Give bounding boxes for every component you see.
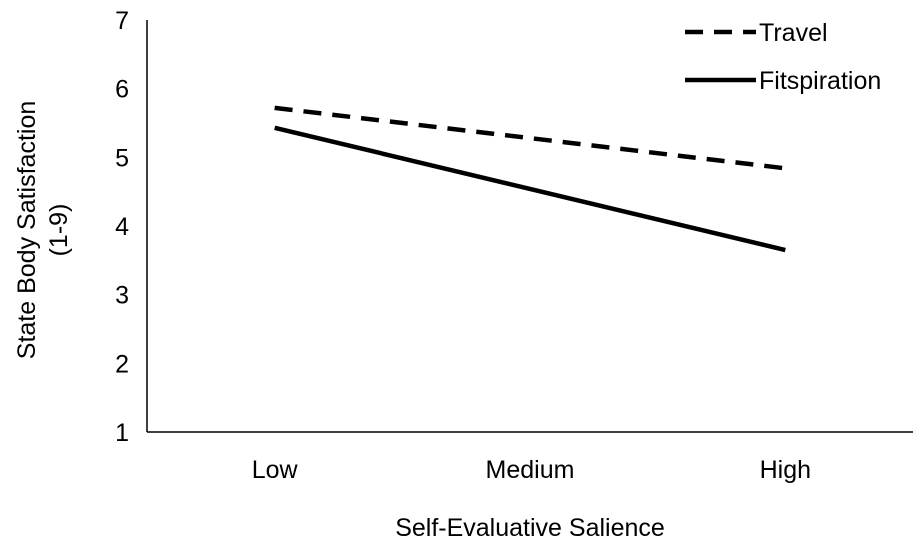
series-line-fitspiration bbox=[274, 125, 786, 253]
y-tick-label: 7 bbox=[115, 7, 129, 35]
y-tick-label: 2 bbox=[115, 350, 129, 378]
legend: Travel Fitspiration bbox=[685, 19, 881, 95]
y-tick-label: 1 bbox=[115, 419, 129, 447]
x-tick-label: Low bbox=[252, 456, 299, 484]
legend-label-fitspiration: Fitspiration bbox=[759, 67, 881, 95]
y-axis-title-unit: (1-9) bbox=[45, 204, 73, 257]
x-axis-title: Self-Evaluative Salience bbox=[395, 514, 665, 542]
y-tick-label: 5 bbox=[115, 144, 129, 172]
series-lines bbox=[274, 105, 786, 253]
legend-label-travel: Travel bbox=[759, 19, 828, 47]
y-tick-labels: 1 2 3 4 5 6 7 bbox=[115, 7, 129, 447]
y-axis-title: State Body Satisfaction bbox=[13, 101, 41, 359]
x-tick-label: Medium bbox=[486, 456, 575, 484]
y-tick-label: 3 bbox=[115, 282, 129, 310]
y-tick-label: 6 bbox=[115, 76, 129, 104]
x-tick-label: High bbox=[760, 456, 811, 484]
series-line-travel bbox=[274, 105, 786, 171]
y-tick-label: 4 bbox=[115, 213, 129, 241]
x-tick-labels: Low Medium High bbox=[252, 456, 811, 484]
